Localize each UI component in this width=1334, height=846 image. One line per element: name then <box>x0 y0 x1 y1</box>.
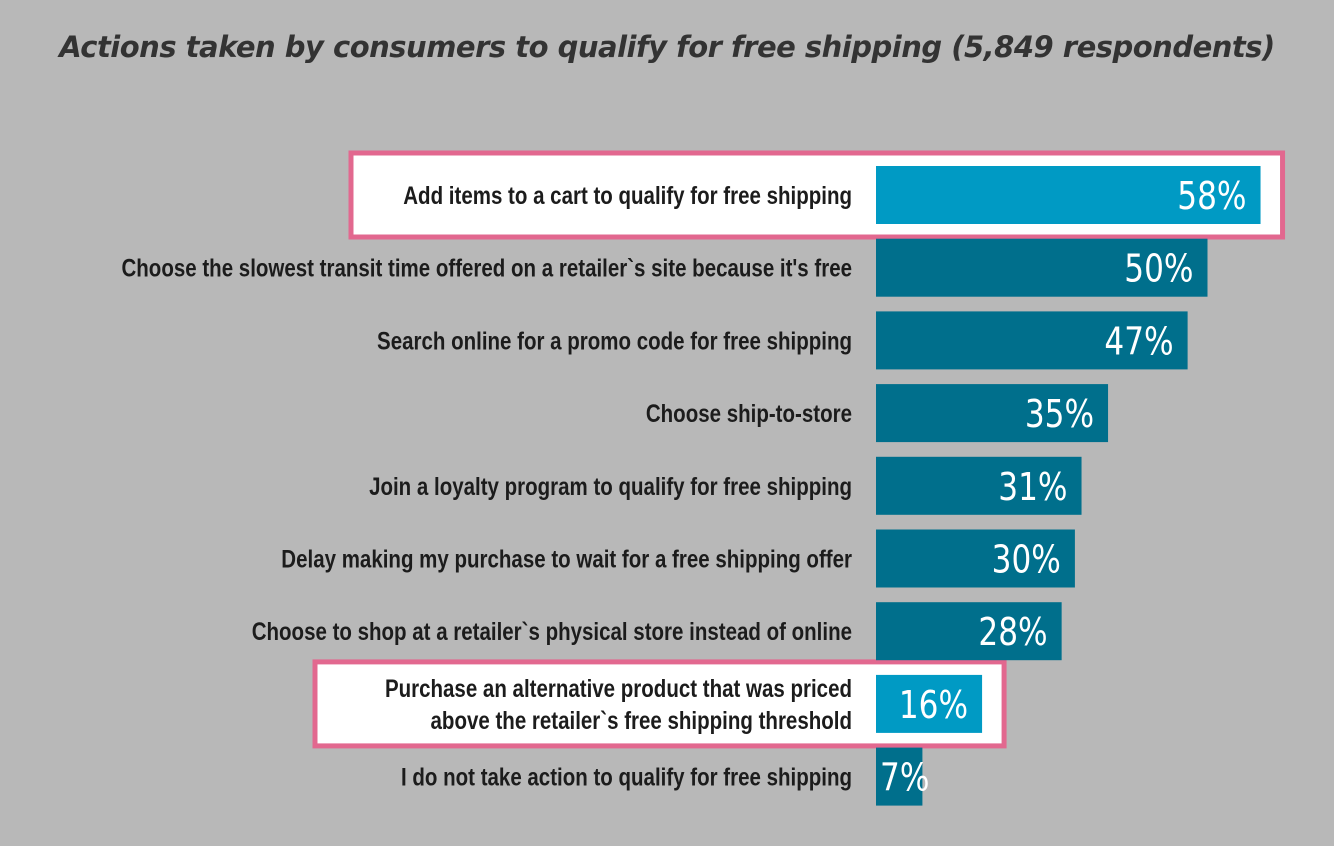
category-label: Purchase an alternative product that was… <box>385 674 852 702</box>
bar <box>876 311 1188 370</box>
category-label: Choose the slowest transit time offered … <box>121 254 852 282</box>
category-label: Delay making my purchase to wait for a f… <box>281 545 852 573</box>
value-label: 30% <box>992 539 1061 583</box>
value-label: 31% <box>998 466 1067 510</box>
category-label: Search online for a promo code for free … <box>377 326 852 354</box>
value-label: 50% <box>1124 248 1193 292</box>
value-label: 28% <box>978 611 1047 655</box>
bar <box>876 166 1261 224</box>
bar <box>876 456 1082 515</box>
value-label: 35% <box>1025 393 1094 437</box>
bar <box>876 747 923 806</box>
value-label: 16% <box>899 684 968 728</box>
bar <box>876 238 1208 297</box>
category-label: Add items to a cart to qualify for free … <box>403 181 852 209</box>
chart-title: Actions taken by consumers to qualify fo… <box>59 30 1275 64</box>
category-label: Join a loyalty program to qualify for fr… <box>369 472 852 500</box>
category-label: Choose to shop at a retailer`s physical … <box>252 617 852 645</box>
bar <box>876 602 1062 661</box>
category-label: above the retailer`s free shipping thres… <box>431 706 852 734</box>
value-label: 58% <box>1177 175 1246 219</box>
bar <box>876 529 1075 588</box>
category-label: I do not take action to qualify for free… <box>401 763 852 791</box>
category-label: Choose ship-to-store <box>646 399 852 427</box>
bar <box>876 384 1109 443</box>
value-label: 7% <box>880 757 929 801</box>
value-label: 47% <box>1104 320 1173 364</box>
bar <box>876 674 983 733</box>
